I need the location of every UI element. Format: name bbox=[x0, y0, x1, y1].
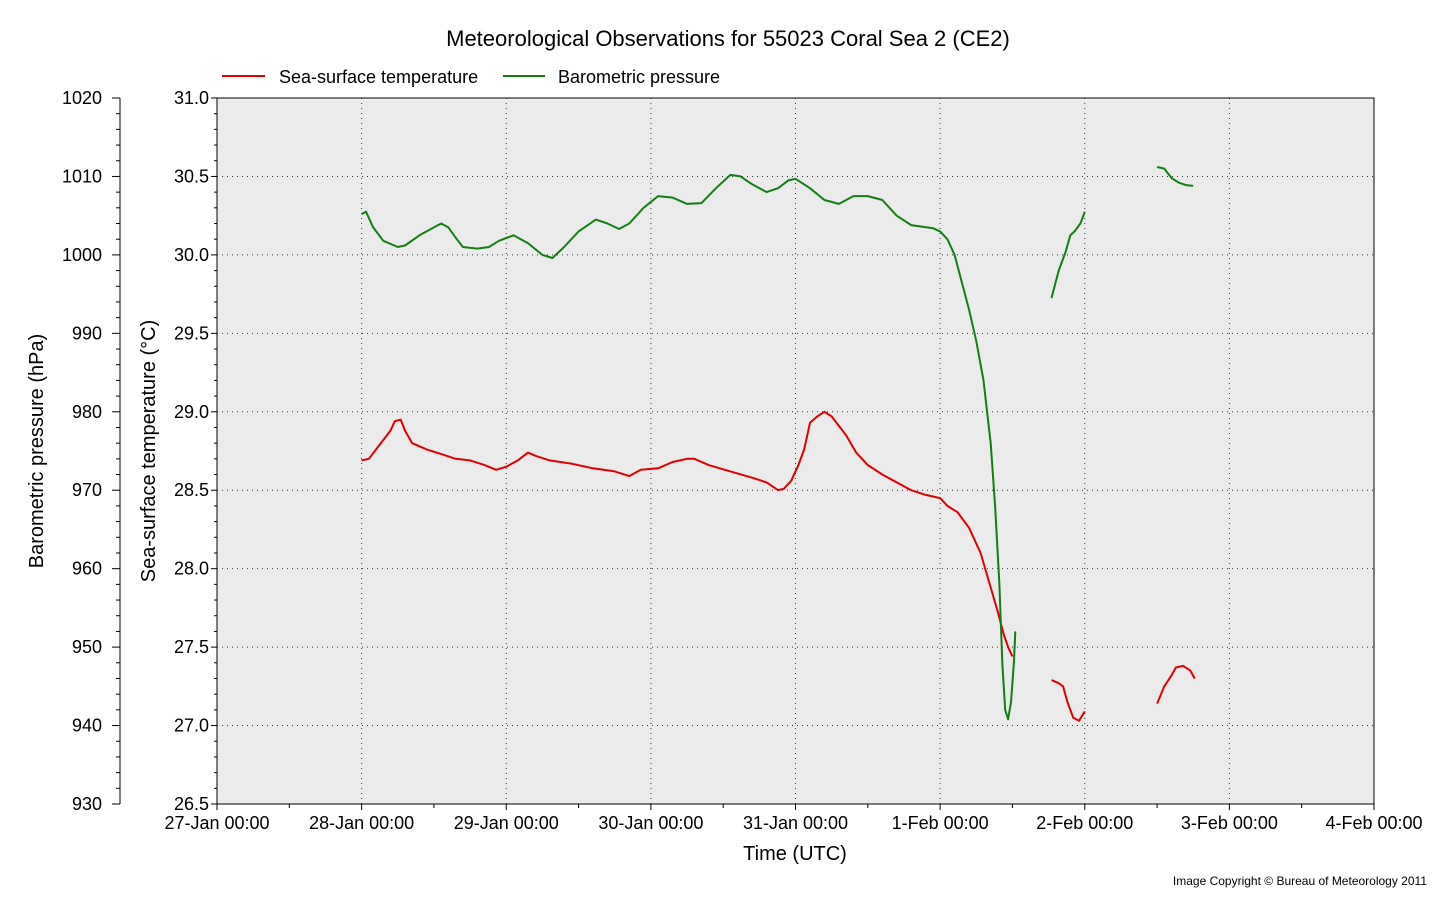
x-axis-label: Time (UTC) bbox=[743, 843, 847, 865]
axes-layer: 27-Jan 00:00 28-Jan 00:00 29-Jan 00:00 30-J… bbox=[62, 88, 1423, 833]
sst-tick-label: 28.0 bbox=[174, 559, 209, 579]
x-tick-label: 28-Jan 00:00 bbox=[309, 813, 414, 833]
y-axis-label-pressure: Barometric pressure (hPa) bbox=[26, 334, 48, 569]
sst-tick-label: 26.5 bbox=[174, 794, 209, 814]
series-line-sst bbox=[1156, 664, 1196, 704]
pressure-tick-label: 970 bbox=[72, 480, 102, 500]
pressure-tick-label: 950 bbox=[72, 637, 102, 657]
sst-tick-label: 28.5 bbox=[174, 480, 209, 500]
chart-title: Meteorological Observations for 55023 Co… bbox=[446, 26, 1010, 51]
sst-tick-label: 31.0 bbox=[174, 88, 209, 108]
pressure-tick-label: 1000 bbox=[62, 245, 102, 265]
series-layer bbox=[361, 166, 1196, 722]
x-tick-label: 1-Feb 00:00 bbox=[892, 813, 989, 833]
x-tick-label: 2-Feb 00:00 bbox=[1036, 813, 1133, 833]
x-tick-label: 29-Jan 00:00 bbox=[454, 813, 559, 833]
sst-tick-label: 30.5 bbox=[174, 166, 209, 186]
sst-tick-label: 29.5 bbox=[174, 323, 209, 343]
series-line-pressure bbox=[361, 173, 1017, 721]
sst-tick-label: 29.0 bbox=[174, 402, 209, 422]
sst-tick-label: 27.0 bbox=[174, 716, 209, 736]
legend: Sea-surface temperature Barometric press… bbox=[222, 67, 720, 87]
series-line-sst bbox=[361, 410, 1014, 657]
x-tick-label: 27-Jan 00:00 bbox=[164, 813, 269, 833]
x-tick-label: 3-Feb 00:00 bbox=[1181, 813, 1278, 833]
copyright-note: Image Copyright © Bureau of Meteorology … bbox=[1173, 874, 1427, 888]
x-tick-label: 4-Feb 00:00 bbox=[1325, 813, 1422, 833]
series-line-sst bbox=[1051, 679, 1086, 722]
series-line-pressure bbox=[1156, 166, 1194, 187]
plot-area bbox=[216, 97, 1375, 805]
pressure-tick-label: 980 bbox=[72, 402, 102, 422]
x-tick-label: 30-Jan 00:00 bbox=[598, 813, 703, 833]
pressure-tick-label: 1010 bbox=[62, 166, 102, 186]
sst-tick-label: 30.0 bbox=[174, 245, 209, 265]
pressure-tick-label: 990 bbox=[72, 323, 102, 343]
series-line-pressure bbox=[1050, 211, 1086, 299]
legend-label-sst: Sea-surface temperature bbox=[279, 67, 478, 87]
pressure-tick-label: 960 bbox=[72, 559, 102, 579]
legend-label-pressure: Barometric pressure bbox=[558, 67, 720, 87]
x-tick-label: 31-Jan 00:00 bbox=[743, 813, 848, 833]
pressure-tick-label: 940 bbox=[72, 716, 102, 736]
pressure-tick-label: 930 bbox=[72, 794, 102, 814]
sst-tick-label: 27.5 bbox=[174, 637, 209, 657]
pressure-tick-label: 1020 bbox=[62, 88, 102, 108]
y-axis-label-sst: Sea-surface temperature (°C) bbox=[138, 320, 160, 583]
